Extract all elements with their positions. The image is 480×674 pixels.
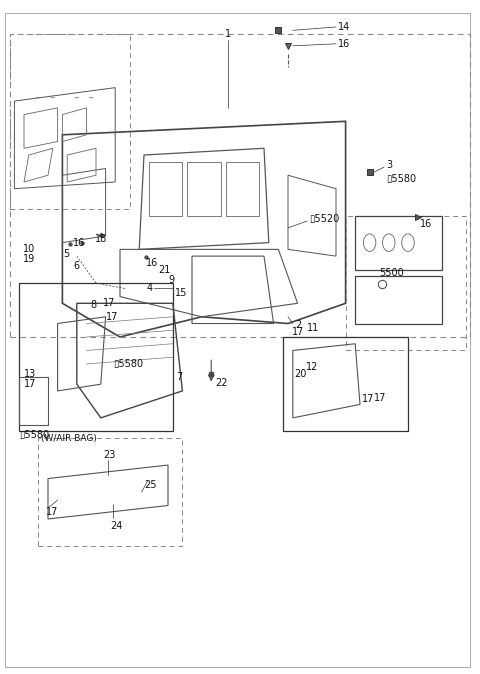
Text: 17: 17 [24,379,36,389]
Text: 24: 24 [110,521,123,530]
Text: 14: 14 [338,22,351,32]
Text: 4: 4 [146,284,153,293]
Text: ▯5580: ▯5580 [19,430,49,439]
Text: 2: 2 [295,320,301,330]
Text: 6: 6 [73,262,79,271]
Text: 3: 3 [386,160,393,170]
Text: 5: 5 [63,249,70,259]
Text: 17: 17 [103,299,116,308]
Text: 1: 1 [225,29,231,38]
Text: 15: 15 [175,288,188,297]
Text: 18: 18 [95,235,108,244]
Text: 17: 17 [292,327,304,336]
Text: 16: 16 [338,39,351,49]
Text: 16: 16 [146,258,159,268]
Text: 20: 20 [294,369,307,379]
Text: 12: 12 [306,363,319,372]
Text: 7: 7 [177,373,183,382]
Text: 25: 25 [144,481,156,490]
Text: 13: 13 [24,369,36,379]
Text: 17: 17 [362,394,375,404]
Text: 10: 10 [23,245,36,254]
Text: 8: 8 [90,301,96,310]
Text: ▯5580: ▯5580 [386,174,417,183]
Text: 21: 21 [158,265,171,274]
Text: 22: 22 [215,378,228,388]
Text: 16: 16 [420,219,432,228]
Text: ▯5580: ▯5580 [113,359,143,369]
Text: 23: 23 [103,450,116,460]
Bar [149,162,182,216]
Text: 17: 17 [106,312,118,321]
Text: 19: 19 [23,255,36,264]
Bar [226,162,259,216]
Text: 5500: 5500 [379,268,404,278]
Text: 17: 17 [46,508,58,517]
Text: (W/AIR BAG): (W/AIR BAG) [41,433,96,443]
Text: 17: 17 [374,393,387,402]
Bar [187,162,221,216]
Text: 16: 16 [73,238,85,247]
Text: ▯5520: ▯5520 [310,214,340,224]
Text: 11: 11 [307,324,320,333]
Text: 9: 9 [168,275,174,284]
